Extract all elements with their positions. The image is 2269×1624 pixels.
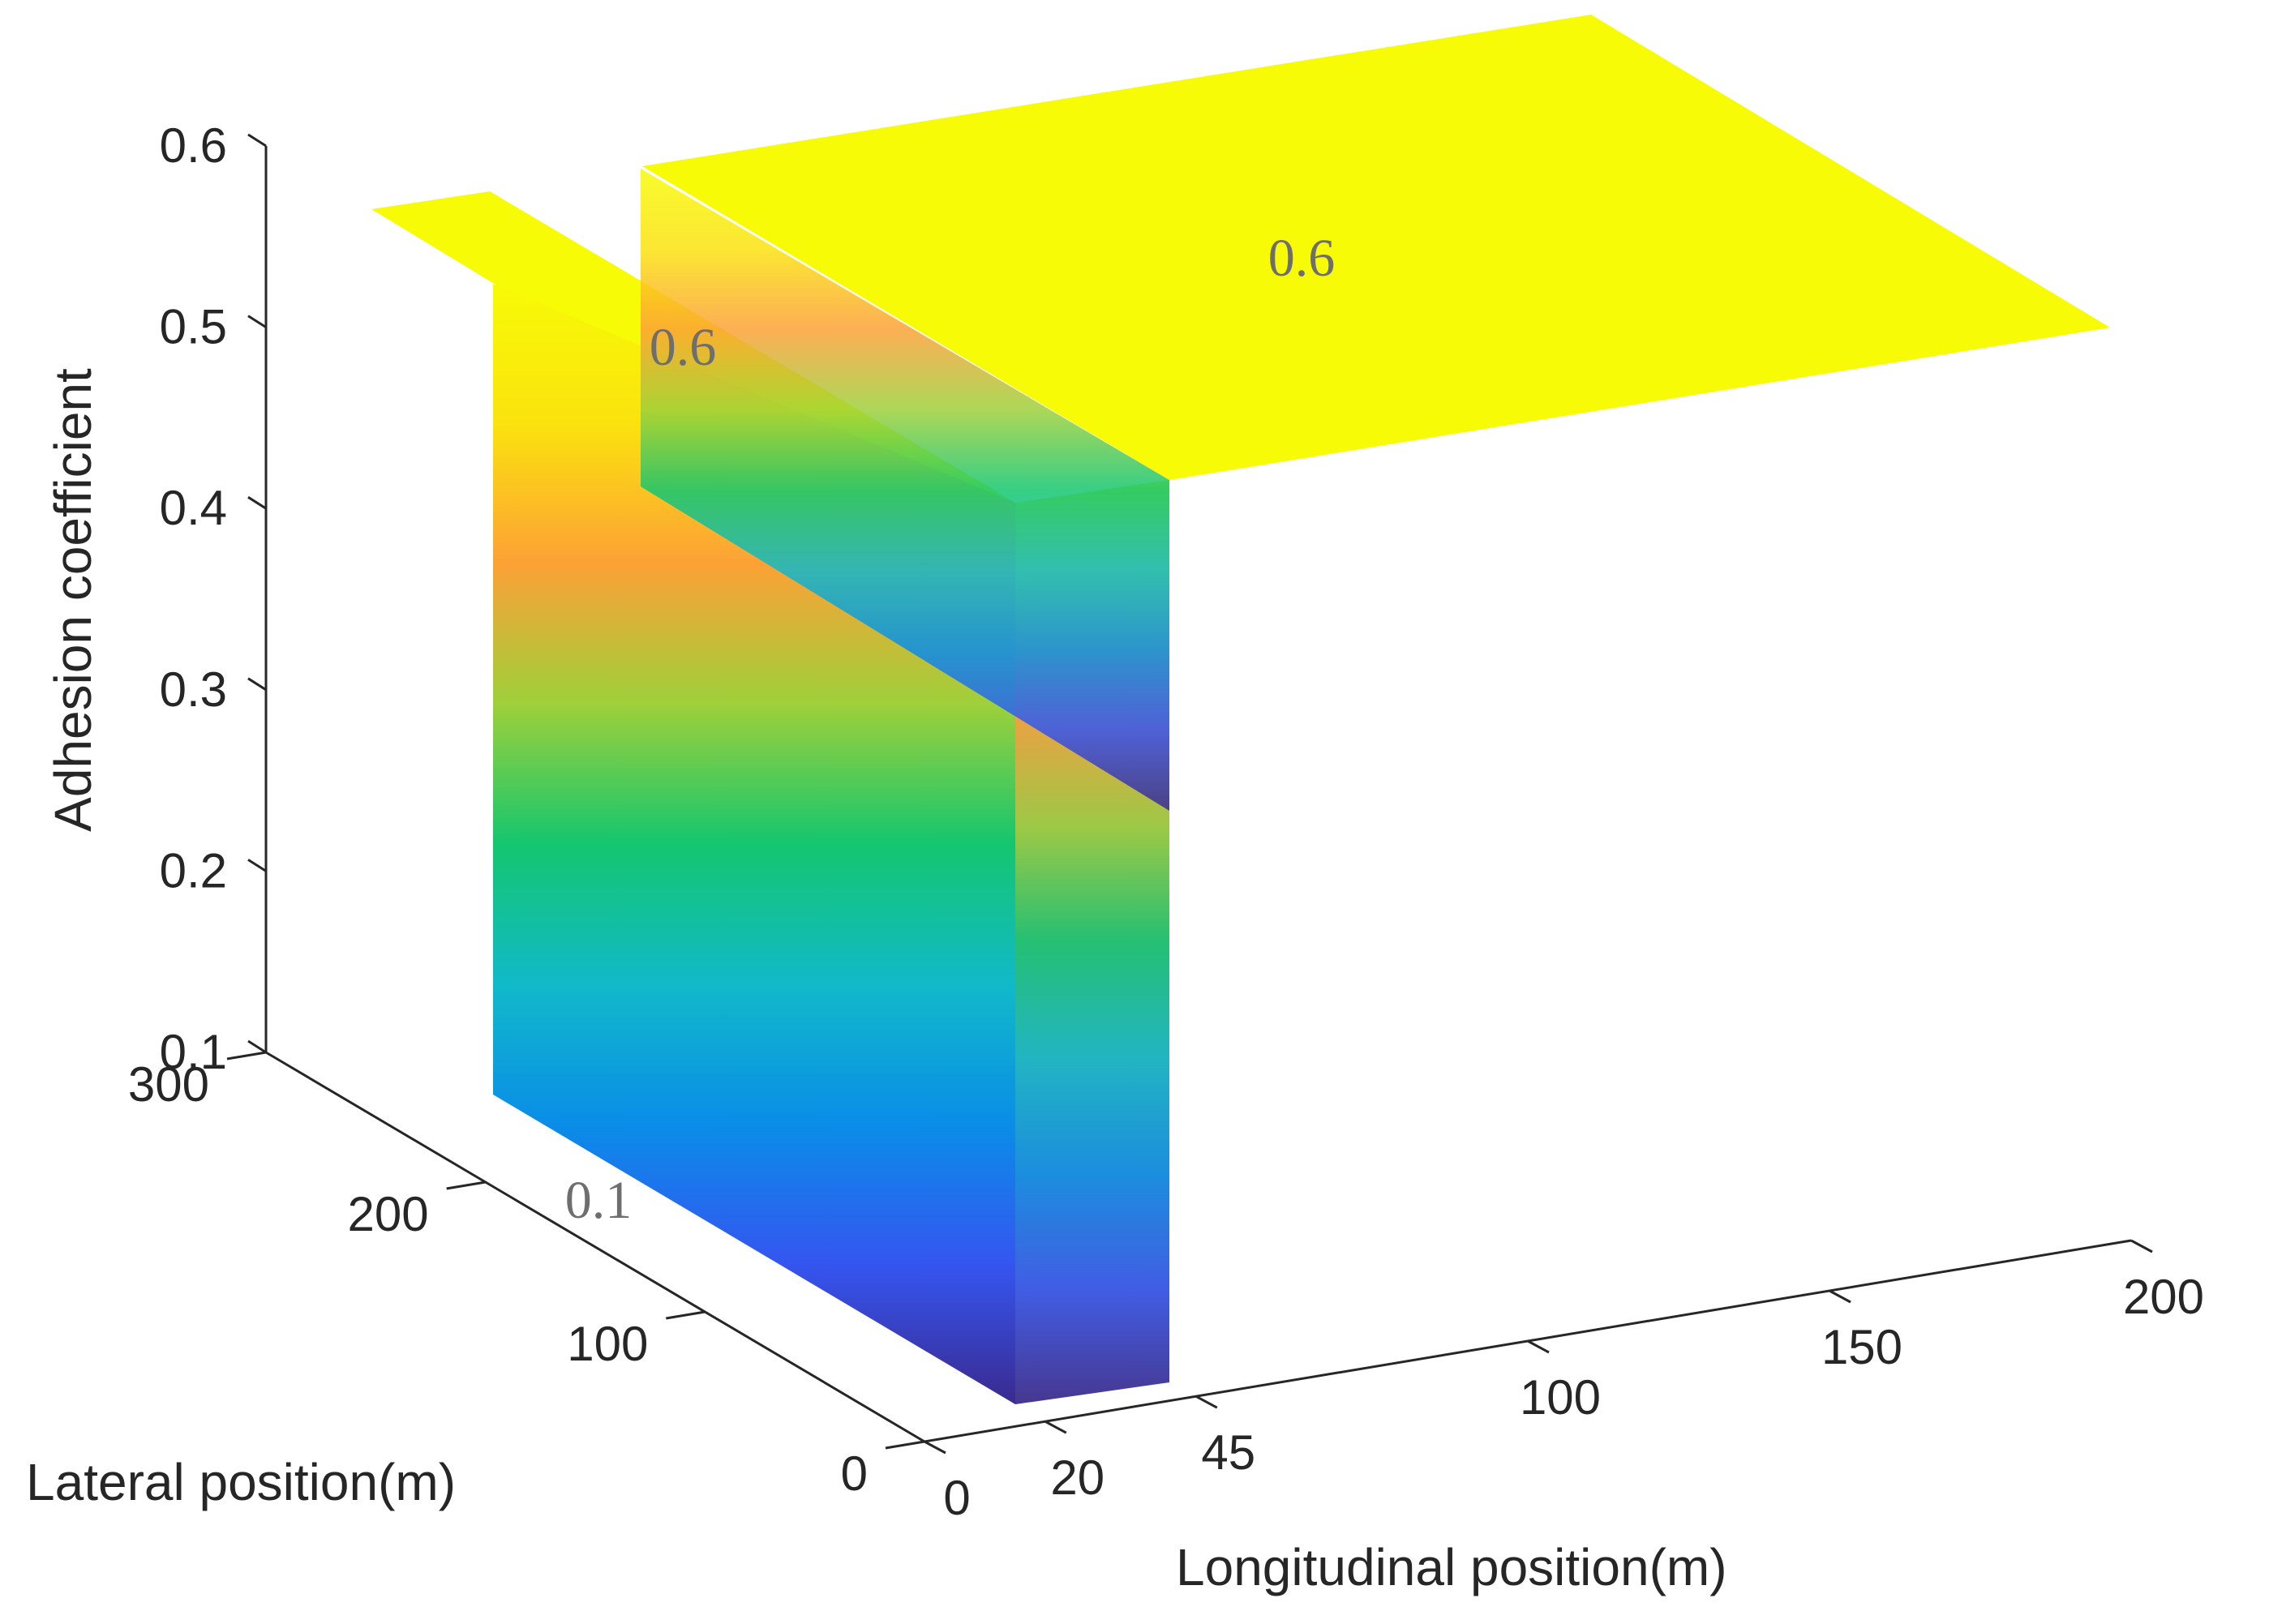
z-tick-mark (247, 859, 267, 872)
region-value-annotation: 0.1 (565, 1171, 633, 1230)
x-tick-mark (1829, 1289, 1851, 1304)
region-value-annotation: 0.6 (650, 318, 717, 377)
x-tick-mark (924, 1440, 946, 1455)
surface-group (371, 15, 2110, 1404)
x-tick-mark (1044, 1420, 1067, 1434)
annotations-group: 0.6 0.6 0.1 (565, 229, 1336, 1230)
x-tick-mark (2130, 1239, 2153, 1253)
z-tick-label: 0.6 (160, 118, 227, 173)
z-tick-label: 0.1 (160, 1025, 227, 1079)
x-tick-label: 100 (1520, 1370, 1601, 1425)
y-tick-label: 300 (128, 1057, 209, 1112)
y-tick-mark (226, 1051, 267, 1061)
x-tick-mark (1527, 1339, 1550, 1354)
x-tick-label: 150 (1821, 1320, 1902, 1374)
x-tick-mark (1195, 1395, 1218, 1409)
z-tick-label: 0.5 (160, 300, 227, 354)
y-tick-label: 100 (567, 1317, 648, 1371)
z-tick-mark (247, 315, 267, 328)
z-tick-mark (247, 133, 267, 148)
z-tick-mark (247, 677, 267, 692)
x-tick-label: 20 (1050, 1450, 1104, 1505)
y-tick-label: 0 (841, 1446, 868, 1501)
axis-labels-group: Adhesion coefficient Lateral position(m)… (26, 368, 1727, 1596)
y-tick-mark (666, 1310, 706, 1320)
z-tick-label: 0.4 (160, 481, 227, 535)
z-axis-label: Adhesion coefficient (44, 368, 102, 832)
y-tick-mark (446, 1181, 486, 1190)
y-tick-label: 200 (348, 1187, 429, 1241)
right-wall-face (641, 169, 1169, 811)
y-tick-mark (885, 1440, 925, 1450)
x-tick-label: 45 (1201, 1425, 1255, 1480)
y-axis-line (265, 1051, 925, 1443)
x-tick-label: 0 (943, 1471, 970, 1525)
z-tick-label: 0.2 (160, 843, 227, 898)
x-tick-label: 200 (2123, 1270, 2204, 1324)
z-tick-mark (247, 495, 267, 510)
y-axis-label: Lateral position(m) (26, 1453, 456, 1511)
z-tick-label: 0.3 (160, 662, 227, 717)
region-value-annotation: 0.6 (1268, 229, 1336, 288)
right-top-plane (642, 15, 2110, 480)
x-axis-label: Longitudinal position(m) (1176, 1538, 1727, 1596)
ticks-group: 0.1 0.2 0.3 0.4 0.5 0.6 0 100 200 300 0 20 45 100 150 2… (128, 118, 2204, 1525)
z-tick-mark (247, 1039, 267, 1054)
